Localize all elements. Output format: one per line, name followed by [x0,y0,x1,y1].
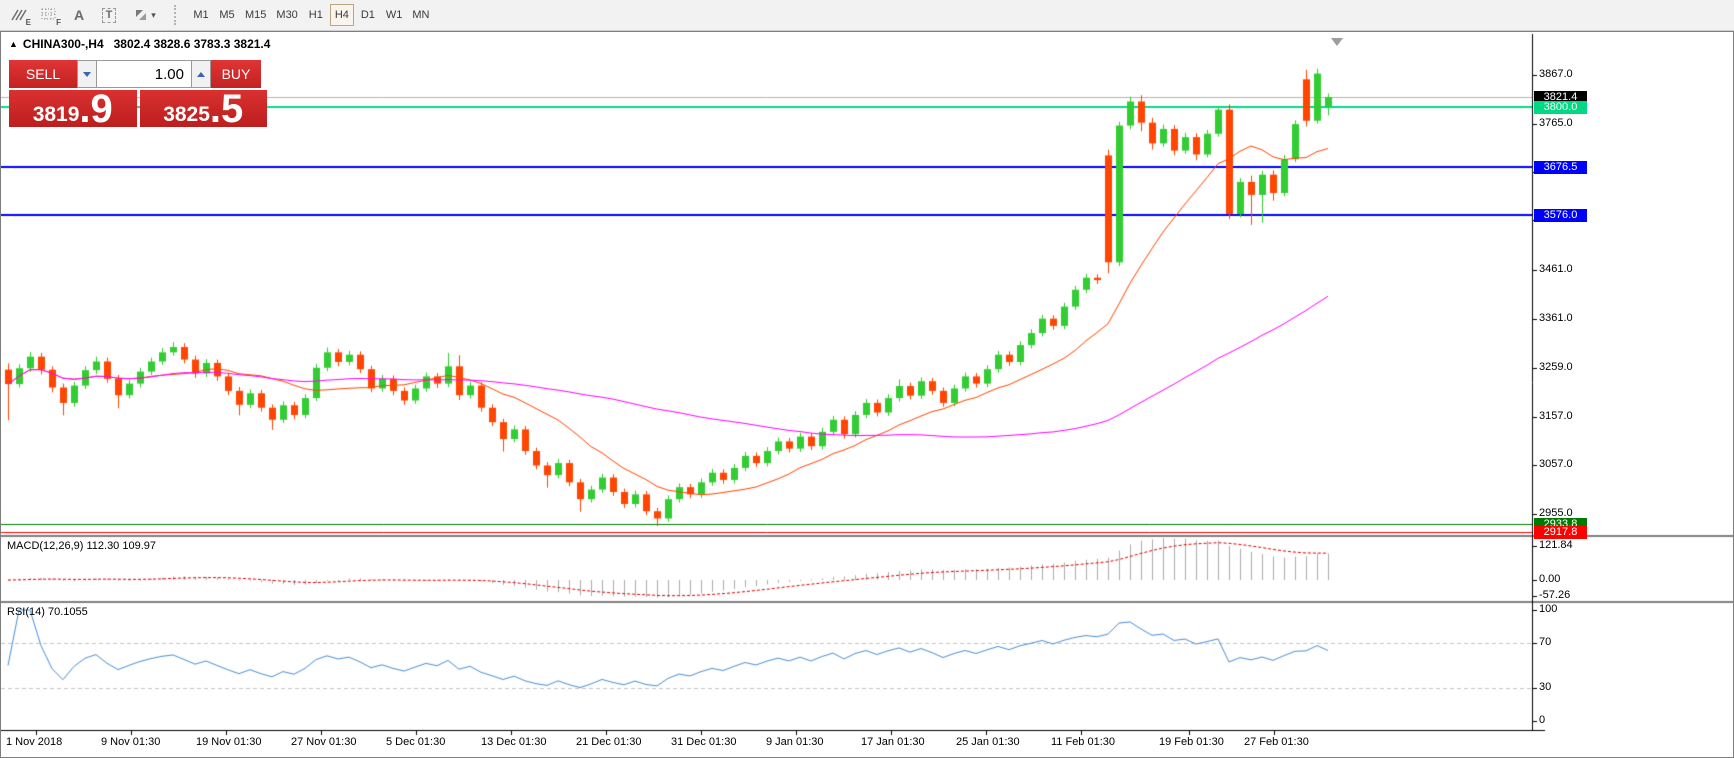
volume-decrease-button[interactable] [77,60,97,88]
sell-price-decimal: .9 [79,86,113,131]
tab-timeframe-m30[interactable]: M30 [276,9,298,21]
volume-increase-button[interactable] [191,60,211,88]
text-tool-icon: A [73,7,85,23]
arrows-tool-button[interactable]: ▾ [125,3,163,27]
tab-timeframe-h1[interactable]: H1 [308,9,323,21]
text-label-tool-button[interactable]: A [65,3,93,27]
toolbar-drag-handle[interactable] [174,5,180,25]
rsi-indicator-label: RSI(14) 70.1055 [7,606,88,618]
ohlc-values: 3802.4 3828.6 3783.3 3821.4 [113,37,271,51]
grid-sub-label: F [56,18,61,27]
tab-timeframe-m15[interactable]: M15 [245,9,267,21]
collapse-arrow-icon[interactable]: ▲ [9,39,18,49]
buy-price-main: 3825 [163,103,210,126]
chart-canvas[interactable] [1,32,1733,757]
expert-sub-label: E [25,18,31,27]
tab-timeframe-mn[interactable]: MN [412,9,430,21]
macd-indicator-label: MACD(12,26,9) 112.30 109.97 [7,540,156,552]
chart-window: ▲ CHINA300-,H4 3802.4 3828.6 3783.3 3821.4… [0,31,1734,758]
sell-price-main: 3819 [32,103,80,126]
buy-button[interactable]: BUY [211,60,261,88]
grid-icon [41,8,56,20]
chart-title: ▲ CHINA300-,H4 3802.4 3828.6 3783.3 3821.4 [9,37,270,51]
tab-timeframe-d1[interactable]: D1 [360,9,375,21]
one-click-trade-widget: SELL BUY 3819.9 3825.5 [9,60,267,131]
sell-price-panel[interactable]: 3819.9 [9,86,137,131]
text-box-tool-button[interactable]: T [95,3,123,27]
expert-draw-tool-button[interactable]: E [5,3,33,27]
dropdown-caret-icon: ▾ [151,9,156,20]
chevron-down-icon [83,71,91,77]
tab-timeframe-w1[interactable]: W1 [385,9,403,21]
grid-tool-button[interactable]: F [35,3,63,27]
symbol-label: CHINA300-,H4 [22,37,104,51]
buy-price-decimal: .5 [209,86,244,131]
hatch-lines-icon [11,9,27,21]
arrows-icon [136,10,147,20]
toolbar: E F A T ▾ M1 M5 M15 M30 H1 H4 D1 W1 MN [0,0,1734,31]
buy-price-panel[interactable]: 3825.5 [139,86,267,131]
text-box-icon: T [101,7,117,23]
tab-timeframe-h4-active[interactable]: H4 [329,4,354,26]
tab-timeframe-m1[interactable]: M1 [193,9,209,21]
chart-shift-marker-icon [1331,38,1343,46]
tab-timeframe-m5[interactable]: M5 [219,9,235,21]
volume-input[interactable] [97,60,191,88]
chevron-up-icon [197,71,205,77]
sell-button[interactable]: SELL [9,60,77,88]
